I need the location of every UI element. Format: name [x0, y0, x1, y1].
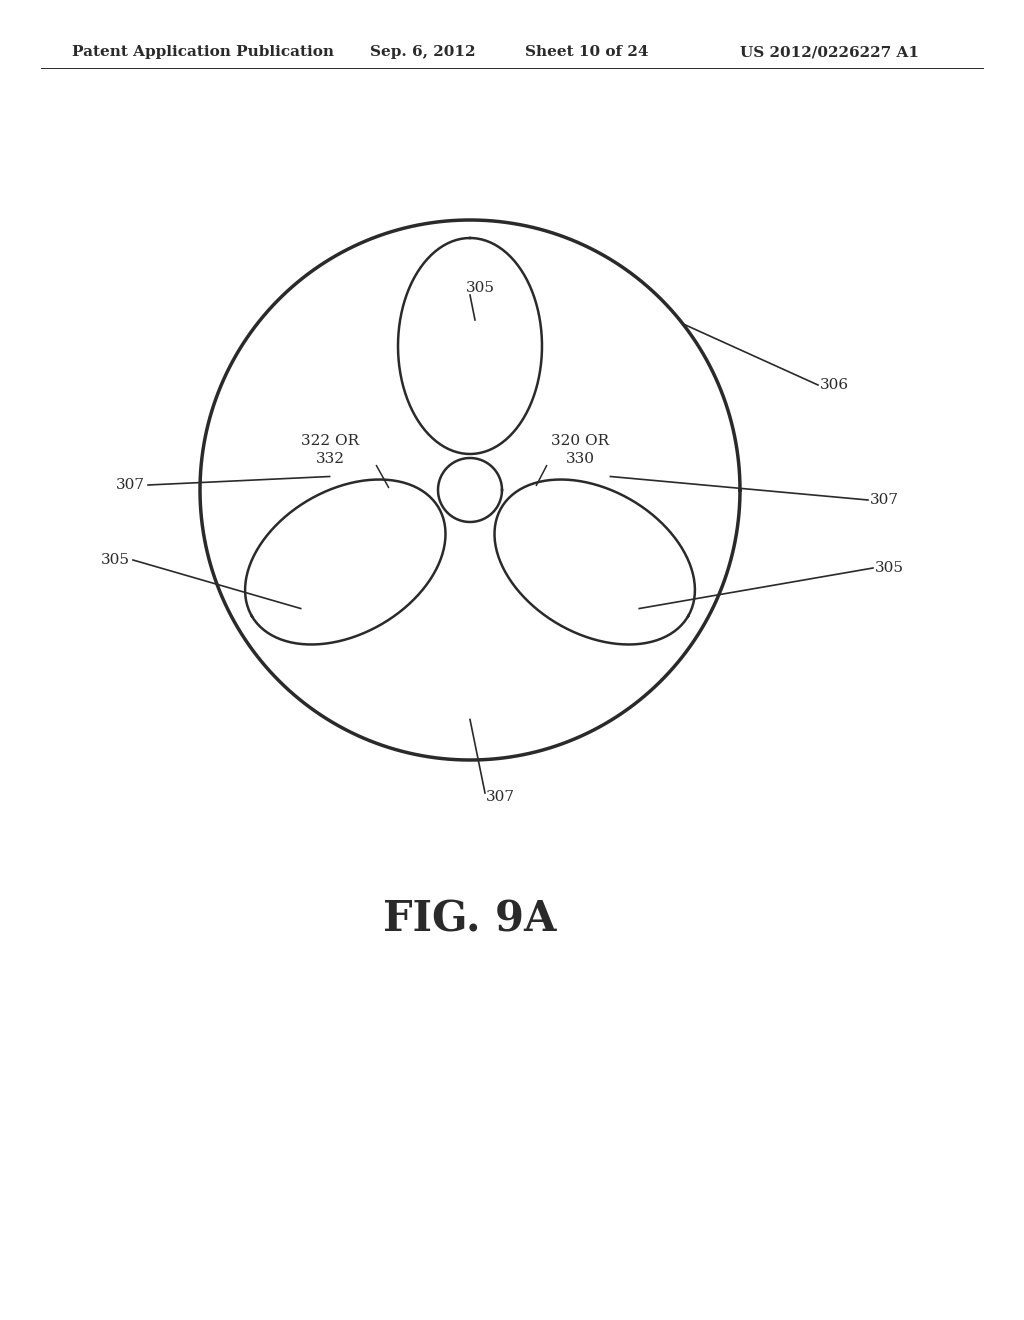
- Text: 307: 307: [116, 478, 145, 492]
- Text: 320 OR
330: 320 OR 330: [551, 434, 609, 466]
- Text: Sep. 6, 2012: Sep. 6, 2012: [370, 45, 475, 59]
- Text: 306: 306: [820, 378, 849, 392]
- Text: 305: 305: [466, 281, 495, 294]
- Text: Sheet 10 of 24: Sheet 10 of 24: [525, 45, 648, 59]
- Text: 305: 305: [101, 553, 130, 568]
- Text: FIG. 9A: FIG. 9A: [383, 899, 557, 941]
- Text: US 2012/0226227 A1: US 2012/0226227 A1: [740, 45, 919, 59]
- Text: Patent Application Publication: Patent Application Publication: [72, 45, 334, 59]
- Polygon shape: [438, 458, 502, 521]
- Text: 322 OR
332: 322 OR 332: [301, 434, 359, 466]
- Text: 307: 307: [485, 789, 514, 804]
- Text: 307: 307: [870, 492, 899, 507]
- Text: 305: 305: [874, 561, 904, 576]
